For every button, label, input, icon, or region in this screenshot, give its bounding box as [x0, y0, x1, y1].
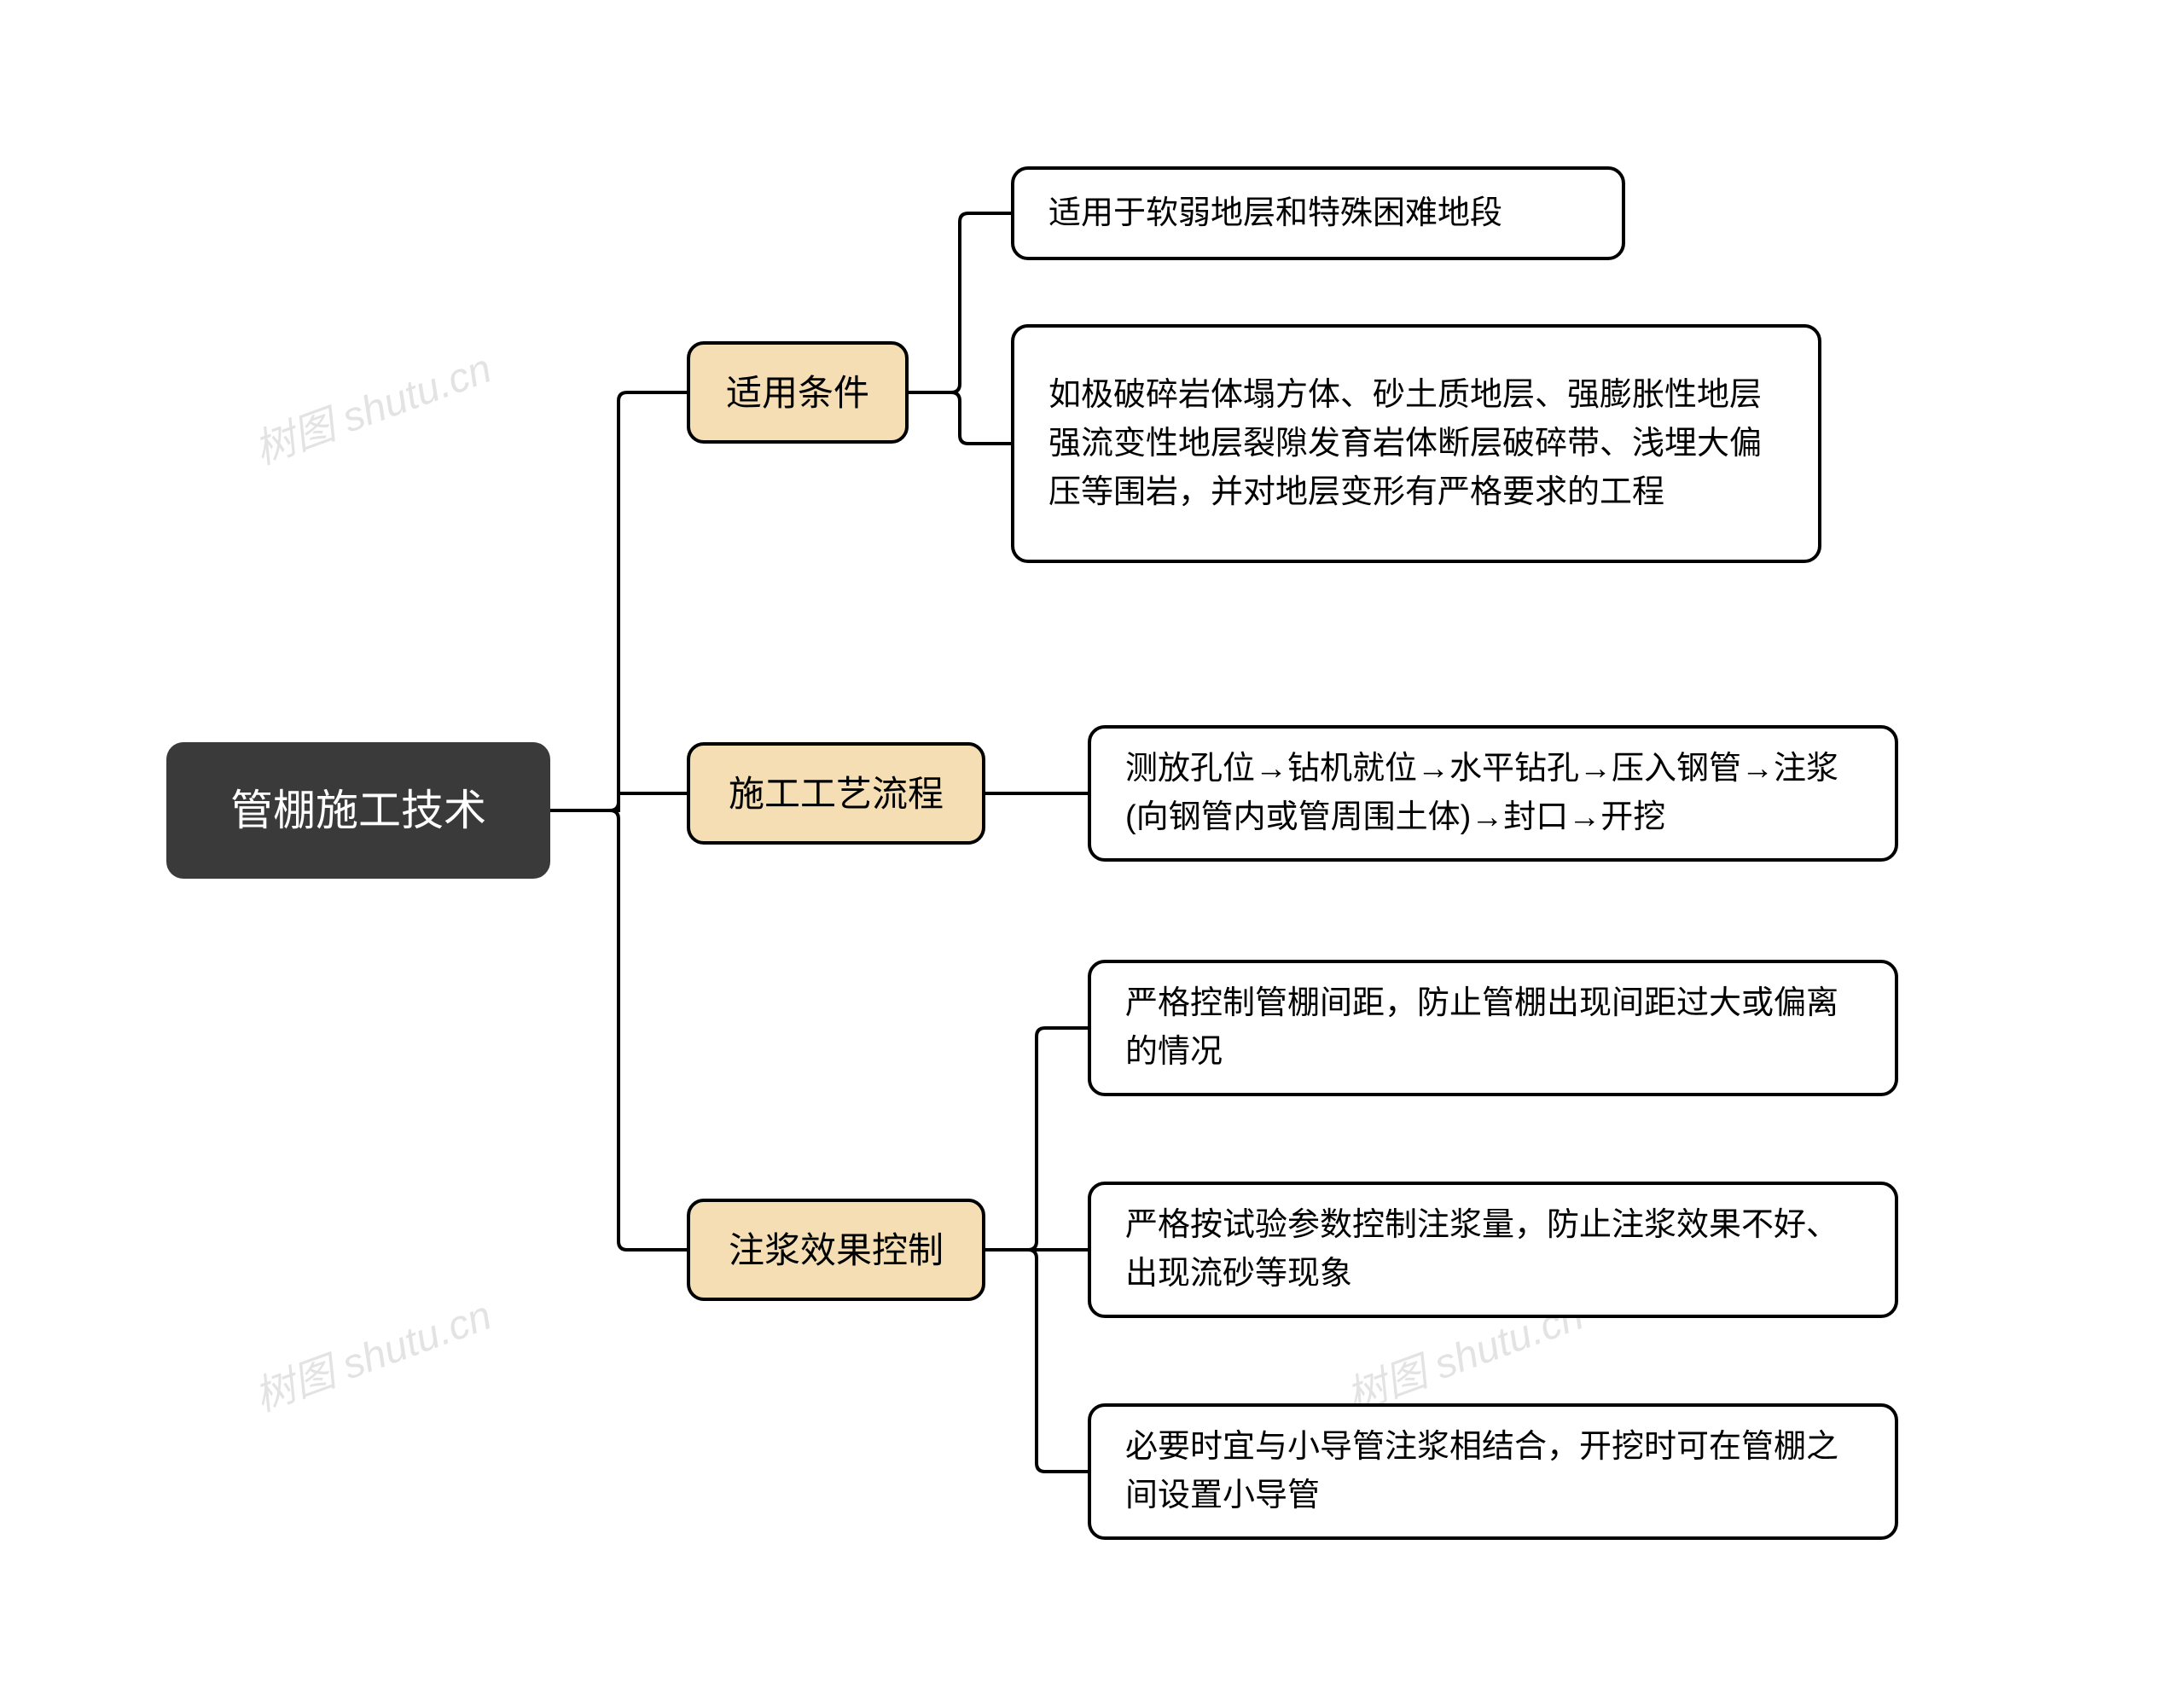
leaf-label: 适用于软弱地层和特殊困难地段 [1048, 189, 1502, 238]
mindmap-leaf: 必要时宜与小导管注浆相结合，开挖时可在管棚之间设置小导管 [1088, 1403, 1898, 1540]
watermark: 树图 shutu.cn [245, 1281, 498, 1422]
mindmap-leaf: 严格按试验参数控制注浆量，防止注浆效果不好、出现流砂等现象 [1088, 1182, 1898, 1318]
mindmap-branch: 注浆效果控制 [687, 1199, 985, 1301]
mindmap-leaf: 如极破碎岩体塌方体、砂土质地层、强膨胀性地层强流变性地层裂隙发育岩体断层破碎带、… [1011, 324, 1821, 563]
leaf-label: 严格控制管棚间距，防止管棚出现间距过大或偏离的情况 [1125, 979, 1861, 1077]
branch-label: 注浆效果控制 [729, 1223, 944, 1277]
leaf-label: 严格按试验参数控制注浆量，防止注浆效果不好、出现流砂等现象 [1125, 1201, 1861, 1298]
leaf-label: 如极破碎岩体塌方体、砂土质地层、强膨胀性地层强流变性地层裂隙发育岩体断层破碎带、… [1048, 371, 1784, 517]
leaf-label: 必要时宜与小导管注浆相结合，开挖时可在管棚之间设置小导管 [1125, 1423, 1861, 1520]
mindmap-leaf: 严格控制管棚间距，防止管棚出现间距过大或偏离的情况 [1088, 960, 1898, 1096]
mindmap-root: 管棚施工技术 [166, 742, 550, 879]
branch-label: 适用条件 [726, 366, 869, 420]
mindmap-leaf: 适用于软弱地层和特殊困难地段 [1011, 166, 1625, 260]
leaf-label: 测放孔位→钻机就位→水平钻孔→压入钢管→注浆(向钢管内或管周围土体)→封口→开挖 [1125, 745, 1861, 842]
root-label: 管棚施工技术 [230, 779, 486, 843]
watermark: 树图 shutu.cn [245, 334, 498, 475]
branch-label: 施工工艺流程 [729, 767, 944, 821]
mindmap-branch: 施工工艺流程 [687, 742, 985, 845]
mindmap-branch: 适用条件 [687, 341, 909, 444]
mindmap-leaf: 测放孔位→钻机就位→水平钻孔→压入钢管→注浆(向钢管内或管周围土体)→封口→开挖 [1088, 725, 1898, 862]
